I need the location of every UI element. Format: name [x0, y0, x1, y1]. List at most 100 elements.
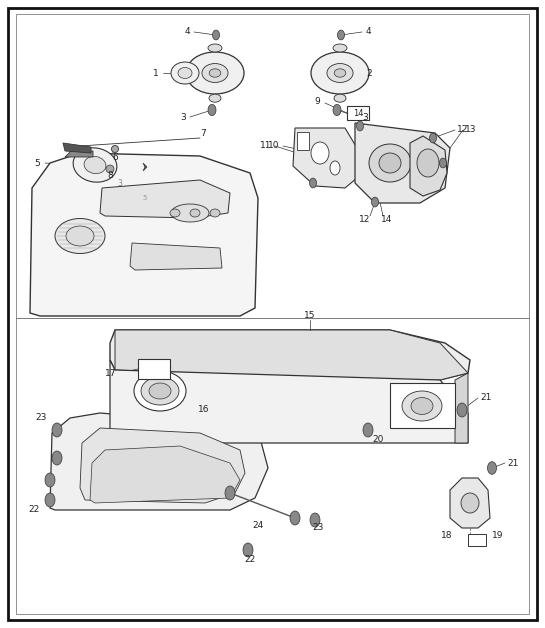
- Text: 21: 21: [480, 394, 492, 403]
- Text: 12: 12: [359, 215, 371, 224]
- Bar: [138, 359, 170, 379]
- Ellipse shape: [311, 52, 369, 94]
- Text: 16: 16: [198, 406, 209, 414]
- Ellipse shape: [337, 30, 344, 40]
- Text: 10: 10: [268, 141, 279, 151]
- Ellipse shape: [209, 94, 221, 102]
- Text: 18: 18: [440, 531, 452, 541]
- Polygon shape: [293, 128, 357, 188]
- Bar: [468, 534, 486, 546]
- Text: 5: 5: [143, 195, 147, 201]
- Ellipse shape: [333, 104, 341, 116]
- Polygon shape: [80, 428, 245, 503]
- Polygon shape: [65, 149, 93, 157]
- Ellipse shape: [213, 30, 220, 40]
- Text: 1: 1: [153, 68, 159, 77]
- Ellipse shape: [190, 209, 200, 217]
- Ellipse shape: [333, 44, 347, 52]
- Ellipse shape: [310, 178, 317, 188]
- Ellipse shape: [202, 63, 228, 82]
- Text: 21: 21: [507, 458, 518, 467]
- Ellipse shape: [52, 423, 62, 437]
- Polygon shape: [110, 330, 470, 380]
- Ellipse shape: [225, 486, 235, 500]
- Text: 3: 3: [118, 178, 123, 188]
- Ellipse shape: [106, 165, 114, 173]
- Ellipse shape: [178, 67, 192, 78]
- Text: 13: 13: [465, 126, 476, 134]
- Polygon shape: [455, 373, 468, 443]
- Ellipse shape: [334, 69, 346, 77]
- Ellipse shape: [84, 156, 106, 173]
- Polygon shape: [30, 153, 258, 316]
- Ellipse shape: [372, 197, 378, 207]
- Ellipse shape: [112, 146, 118, 153]
- Ellipse shape: [134, 371, 186, 411]
- Ellipse shape: [429, 133, 437, 143]
- Text: 4: 4: [366, 28, 372, 36]
- Polygon shape: [50, 413, 268, 510]
- Ellipse shape: [170, 209, 180, 217]
- Bar: [347, 106, 369, 120]
- Bar: [297, 132, 309, 150]
- Text: 23: 23: [35, 413, 47, 423]
- Ellipse shape: [55, 219, 105, 254]
- Text: 20: 20: [372, 435, 383, 445]
- Text: 9: 9: [314, 97, 320, 107]
- Text: 14: 14: [353, 109, 364, 117]
- Text: 3: 3: [362, 112, 368, 121]
- Ellipse shape: [327, 63, 353, 82]
- Ellipse shape: [243, 543, 253, 557]
- Text: 24: 24: [252, 521, 264, 529]
- Bar: [390, 383, 455, 428]
- Ellipse shape: [487, 462, 496, 474]
- Ellipse shape: [208, 104, 216, 116]
- Ellipse shape: [290, 511, 300, 525]
- Ellipse shape: [417, 149, 439, 177]
- Polygon shape: [100, 180, 230, 218]
- Polygon shape: [450, 478, 490, 528]
- Polygon shape: [410, 136, 447, 196]
- Polygon shape: [63, 143, 91, 153]
- Ellipse shape: [171, 62, 199, 84]
- Text: 23: 23: [312, 524, 324, 533]
- Text: 8: 8: [107, 170, 113, 180]
- Polygon shape: [130, 243, 222, 270]
- Text: 4: 4: [184, 28, 190, 36]
- Polygon shape: [143, 163, 147, 171]
- Ellipse shape: [310, 513, 320, 527]
- Text: 2: 2: [366, 68, 372, 77]
- Ellipse shape: [461, 493, 479, 513]
- Text: 6: 6: [112, 153, 118, 163]
- Text: 22: 22: [29, 506, 40, 514]
- Ellipse shape: [356, 121, 364, 131]
- Ellipse shape: [363, 423, 373, 437]
- Ellipse shape: [379, 153, 401, 173]
- Ellipse shape: [210, 209, 220, 217]
- Ellipse shape: [52, 451, 62, 465]
- Ellipse shape: [369, 144, 411, 182]
- Ellipse shape: [334, 94, 346, 102]
- Text: 7: 7: [200, 129, 206, 139]
- Polygon shape: [90, 446, 240, 503]
- Ellipse shape: [141, 377, 179, 405]
- Ellipse shape: [73, 148, 117, 182]
- Text: 14: 14: [382, 215, 393, 224]
- Text: 22: 22: [244, 556, 256, 565]
- Polygon shape: [115, 330, 468, 380]
- Text: 11: 11: [259, 141, 271, 151]
- Text: 12: 12: [457, 126, 468, 134]
- Text: 19: 19: [492, 531, 504, 541]
- Ellipse shape: [208, 44, 222, 52]
- Text: 3: 3: [180, 112, 186, 121]
- Ellipse shape: [45, 493, 55, 507]
- Ellipse shape: [209, 69, 221, 77]
- Ellipse shape: [66, 226, 94, 246]
- Ellipse shape: [171, 204, 209, 222]
- Polygon shape: [355, 123, 450, 203]
- Text: 17: 17: [105, 369, 116, 377]
- Ellipse shape: [45, 473, 55, 487]
- Text: 5: 5: [34, 158, 40, 168]
- Ellipse shape: [330, 161, 340, 175]
- Ellipse shape: [402, 391, 442, 421]
